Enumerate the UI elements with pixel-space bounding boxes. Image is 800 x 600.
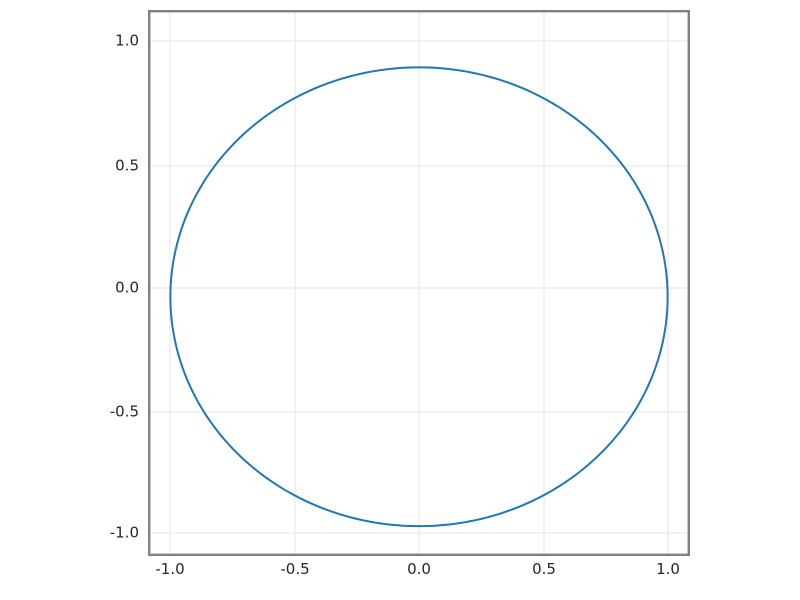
xtick-label-0: -1.0 <box>155 560 185 578</box>
y-gridlines <box>148 40 690 534</box>
xtick-label-2: 0.0 <box>407 560 431 578</box>
y-axis-tick-labels: 1.0 0.5 0.0 -0.5 -1.0 <box>0 0 139 600</box>
ytick-label-2: 0.0 <box>115 278 139 297</box>
ytick-label-3: 0.5 <box>115 156 139 175</box>
xtick-label-3: 0.5 <box>532 560 556 578</box>
xtick-label-1: -0.5 <box>280 560 310 578</box>
axes-spines <box>148 10 690 556</box>
xtick-label-4: 1.0 <box>656 560 680 578</box>
plot-svg <box>148 10 690 556</box>
ytick-label-1: -0.5 <box>109 402 139 421</box>
ytick-label-4: 1.0 <box>115 31 139 50</box>
data-series-unit-circle <box>169 66 669 528</box>
x-gridlines <box>169 10 669 556</box>
axes-frame <box>148 10 690 556</box>
plot-axes-area <box>148 10 690 556</box>
ytick-label-0: -1.0 <box>109 523 139 542</box>
